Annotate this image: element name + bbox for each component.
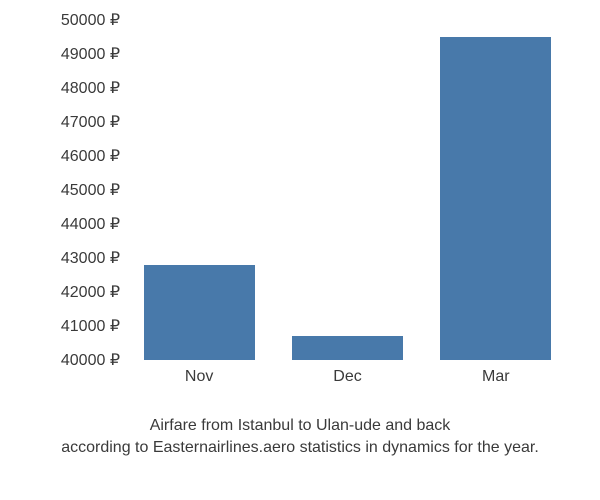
- y-tick-label: 46000 ₽: [30, 146, 120, 166]
- y-tick-label: 49000 ₽: [30, 44, 120, 64]
- y-tick-label: 50000 ₽: [30, 10, 120, 30]
- caption-line-2: according to Easternairlines.aero statis…: [61, 439, 539, 456]
- plot-area: [125, 20, 570, 360]
- bar: [440, 37, 551, 360]
- y-tick-label: 41000 ₽: [30, 316, 120, 336]
- y-tick-label: 40000 ₽: [30, 350, 120, 370]
- y-tick-label: 43000 ₽: [30, 248, 120, 268]
- caption-line-1: Airfare from Istanbul to Ulan-ude and ba…: [150, 417, 451, 434]
- y-tick-label: 48000 ₽: [30, 78, 120, 98]
- chart-container: 40000 ₽ 41000 ₽ 42000 ₽ 43000 ₽ 44000 ₽ 45000…: [30, 20, 570, 400]
- y-tick-label: 47000 ₽: [30, 112, 120, 132]
- bar: [144, 265, 255, 360]
- y-tick-label: 45000 ₽: [30, 180, 120, 200]
- y-tick-label: 44000 ₽: [30, 214, 120, 234]
- x-tick-label: Mar: [482, 368, 510, 386]
- chart-caption: Airfare from Istanbul to Ulan-ude and ba…: [0, 415, 600, 460]
- bar: [292, 336, 403, 360]
- x-tick-label: Dec: [333, 368, 361, 386]
- y-tick-label: 42000 ₽: [30, 282, 120, 302]
- x-tick-label: Nov: [185, 368, 213, 386]
- y-axis: 40000 ₽41000 ₽42000 ₽43000 ₽44000 ₽45000…: [30, 20, 120, 360]
